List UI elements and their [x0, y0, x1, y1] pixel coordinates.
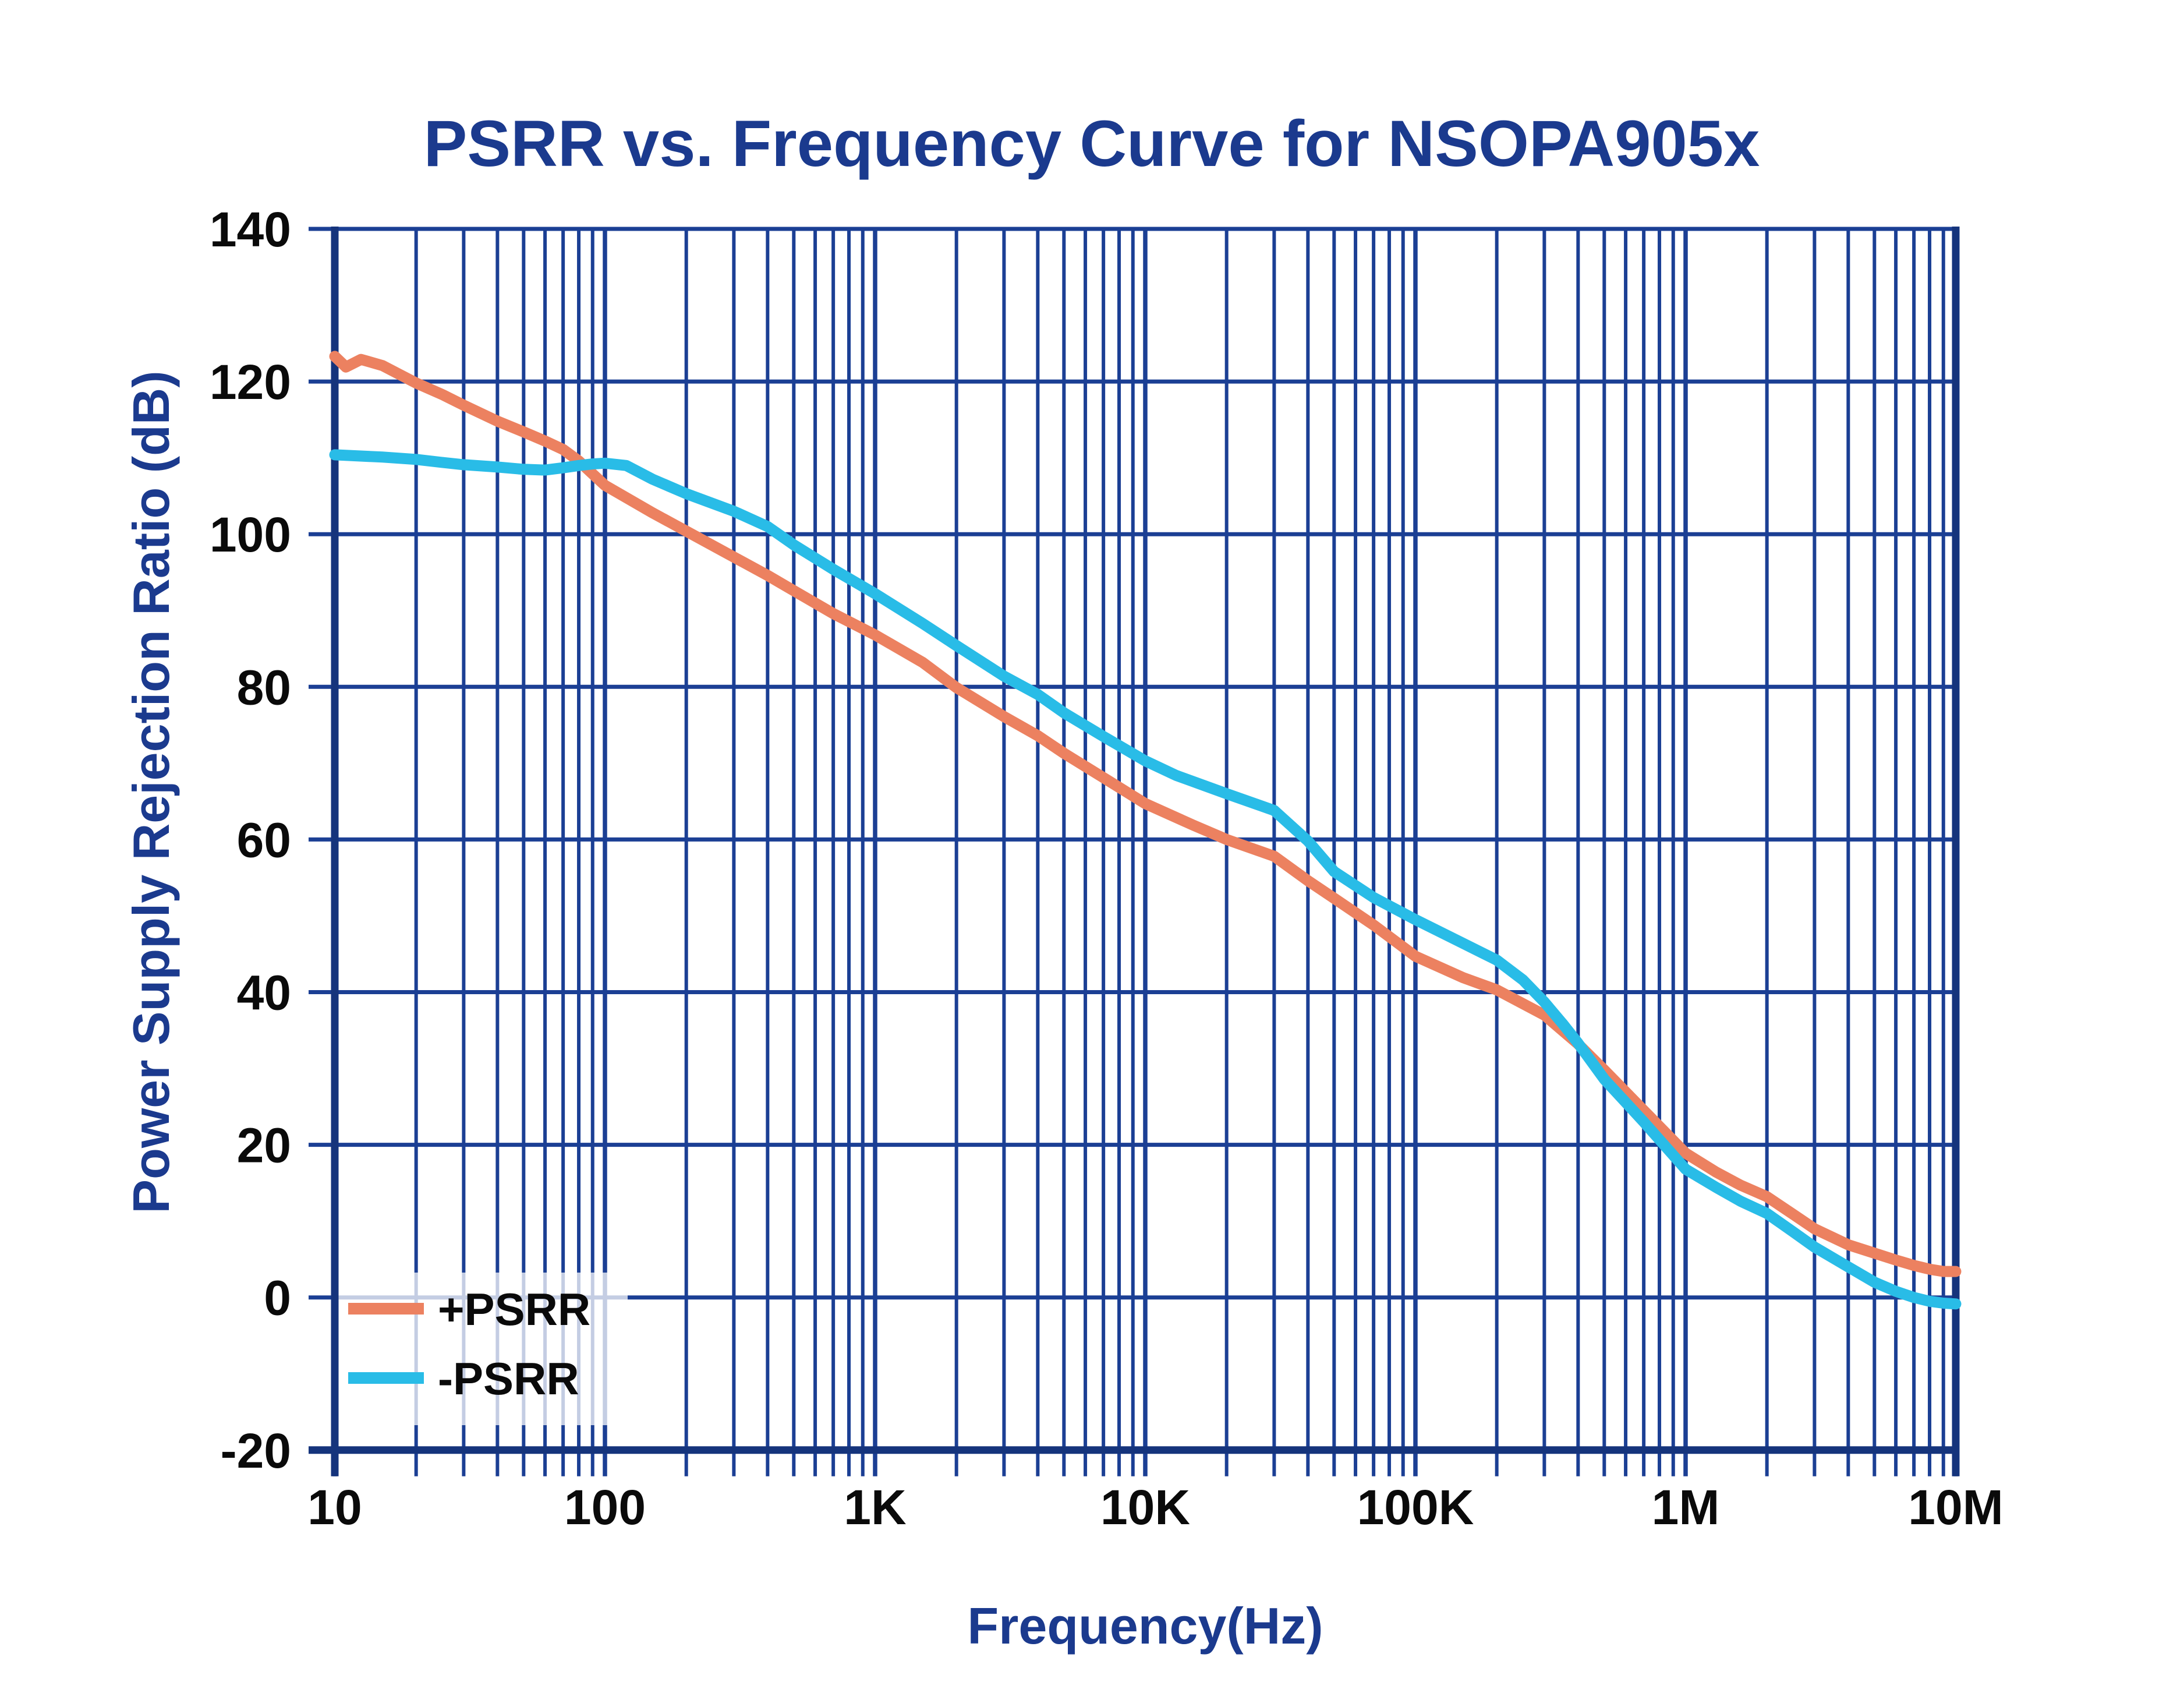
curves-layer — [329, 351, 1962, 1310]
chart-title: PSRR vs. Frequency Curve for NSOPA905x — [424, 107, 1760, 180]
minus-psrr-curve — [329, 449, 1962, 1310]
y-tick-label-120: 120 — [210, 355, 291, 409]
y-tick-label-40: 40 — [237, 966, 291, 1020]
x-tick-label-100K: 100K — [1357, 1480, 1474, 1535]
legend-label-plus-psrr: +PSRR — [438, 1284, 590, 1335]
y-tick-label-0: 0 — [264, 1271, 291, 1326]
y-axis-title: Power Supply Rejection Ratio (dB) — [122, 370, 180, 1213]
x-tick-label-1M: 1M — [1652, 1480, 1720, 1535]
y-tick-label-80: 80 — [237, 660, 291, 715]
y-tick-label-140: 140 — [210, 202, 291, 257]
x-tick-label-10K: 10K — [1100, 1480, 1190, 1535]
tick-labels-layer: 140 120 100 80 60 40 20 0 -20 10 100 1K 10K 100K 1M 10M — [210, 202, 2004, 1535]
y-tick-label--20: -20 — [221, 1423, 291, 1478]
y-tick-label-100: 100 — [210, 507, 291, 562]
grid-layer — [309, 227, 1958, 1476]
y-tick-label-60: 60 — [237, 812, 291, 867]
x-tick-label-1K: 1K — [844, 1480, 906, 1535]
y-tick-label-20: 20 — [237, 1118, 291, 1173]
x-tick-label-10: 10 — [307, 1480, 362, 1535]
plus-psrr-curve — [329, 351, 1962, 1277]
legend-background — [337, 1273, 628, 1425]
legend-label-minus-psrr: -PSRR — [438, 1353, 579, 1404]
x-tick-label-10M: 10M — [1908, 1480, 2003, 1535]
legend: +PSRR -PSRR — [348, 1284, 590, 1404]
x-axis-title: Frequency(Hz) — [967, 1597, 1323, 1655]
x-tick-label-100: 100 — [564, 1480, 646, 1535]
